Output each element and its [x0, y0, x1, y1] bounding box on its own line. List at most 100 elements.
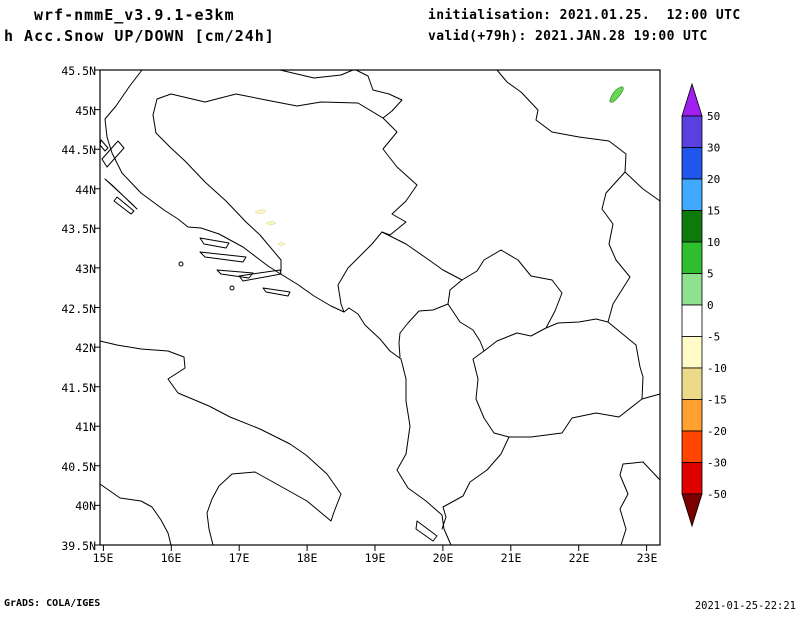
lat-tick-label: 41N [75, 420, 96, 434]
coastline-italy-adriatic [99, 340, 342, 546]
border-bosnia-north-west [152, 93, 384, 272]
colorbar-tick-label: -15 [707, 394, 727, 407]
init-time: initialisation: 2021.01.25. 12:00 UTC [428, 8, 741, 23]
colorbar-segment [681, 399, 703, 432]
country-borders [152, 69, 661, 530]
colorbar-below-min [681, 493, 703, 528]
lon-tick-label: 18E [296, 551, 318, 565]
island-corfu [415, 520, 438, 542]
island-mljet [262, 287, 291, 297]
lon-tick-label: 22E [568, 551, 590, 565]
colorbar-tick-label: -5 [707, 331, 720, 344]
lat-tick-label: 41.5N [61, 381, 96, 395]
colorbar-tick-label: 10 [707, 236, 720, 249]
colorbar-tick-label: -10 [707, 362, 727, 375]
border-macedonia-bulgaria [607, 321, 644, 400]
valid-time: valid(+79h): 2021.JAN.28 19:00 UTC [428, 29, 708, 44]
border-montenegro-serbia [381, 231, 463, 281]
lon-tick-label: 15E [92, 551, 114, 565]
island-korcula [216, 269, 254, 279]
coastline-east-adriatic [104, 69, 452, 546]
border-bosnia-drina [381, 117, 418, 236]
colorbar-segment [681, 462, 703, 495]
lat-tick-label: 45N [75, 104, 96, 118]
lon-tick-label: 23E [636, 551, 658, 565]
colorbar-tick-label: 5 [707, 268, 714, 281]
colorbar-tick-label: 30 [707, 142, 720, 155]
colorbar-segment [681, 210, 703, 243]
lat-tick-label: 39.5N [61, 539, 96, 553]
border-greece-bulgaria [641, 393, 661, 400]
islands [99, 139, 438, 542]
border-croatia-hungary [279, 69, 354, 79]
coastlines [99, 69, 661, 546]
lat-tick-label: 43N [75, 262, 96, 276]
snowmelt-spot [254, 209, 267, 214]
border-croatia-serbia [355, 69, 403, 119]
border-serbia-macedonia [545, 318, 609, 329]
snow-accumulation-spot [609, 86, 624, 103]
axis-ticks-bottom [102, 545, 648, 551]
colorbar-tick-label: 50 [707, 110, 720, 123]
border-romania-bulgaria [624, 171, 661, 202]
colorbar-tick-label: 0 [707, 299, 714, 312]
island-lastovo [229, 285, 235, 291]
colorbar-segment [681, 147, 703, 180]
colorbar-segment [681, 336, 703, 369]
colorbar-segment [681, 178, 703, 211]
lon-tick-label: 20E [432, 551, 454, 565]
lon-tick-label: 16E [160, 551, 182, 565]
lat-tick-label: 44N [75, 183, 96, 197]
lat-tick-label: 40.5N [61, 460, 96, 474]
border-kosovo [447, 249, 563, 352]
border-montenegro-albania [398, 303, 449, 358]
colorbar-segment [681, 241, 703, 274]
creation-timestamp: 2021-01-25-22:21 [694, 600, 796, 612]
colorbar-segment [681, 115, 703, 148]
border-bosnia-montenegro [337, 231, 383, 313]
colorbar-segment [681, 430, 703, 463]
lon-tick-label: 21E [500, 551, 522, 565]
island-cres [99, 139, 109, 152]
plot-frame [99, 69, 661, 546]
snowmelt-spot [265, 221, 277, 226]
island-brac [199, 237, 230, 249]
island-dugi-otok [104, 178, 138, 210]
island-kornati [113, 196, 135, 215]
colorbar-segment [681, 304, 703, 337]
lat-tick-label: 43.5N [61, 222, 96, 236]
colorbar-segment [681, 367, 703, 400]
border-montenegro-kosovo [447, 279, 463, 305]
border-serbia-romania-bulgaria [496, 69, 631, 323]
lat-tick-label: 44.5N [61, 143, 96, 157]
snow-data-spots [254, 86, 624, 246]
map-canvas [94, 69, 661, 551]
colorbar-tick-label: -30 [707, 457, 727, 470]
axis-ticks-left [94, 69, 100, 546]
coastline-italy-west [99, 483, 172, 546]
border-albania-greece [441, 436, 510, 530]
model-title: wrf-nmmE_v3.9.1-e3km [34, 6, 235, 24]
colorbar-tick-label: -50 [707, 488, 727, 501]
island-pag [101, 140, 125, 168]
colorbar-segment [681, 273, 703, 306]
coastline-greece-aegean [619, 461, 661, 546]
grads-credit: GrADS: COLA/IGES [4, 598, 101, 609]
lon-tick-label: 19E [364, 551, 386, 565]
lon-tick-label: 17E [228, 551, 250, 565]
lat-tick-label: 45.5N [61, 64, 96, 78]
snowmelt-spot [277, 242, 286, 246]
border-macedonia-greece [508, 398, 643, 438]
colorbar-above-max [681, 82, 703, 117]
colorbar: 50 30 20 15 10 5 0 -5 -10 -15 -20 -30 -5… [681, 82, 727, 528]
island-hvar [199, 251, 247, 263]
lat-tick-label: 42N [75, 341, 96, 355]
border-macedonia-albania [472, 350, 510, 438]
colorbar-tick-label: 15 [707, 205, 720, 218]
island-vis [178, 261, 184, 267]
peninsula-peljesac [238, 269, 282, 282]
colorbar-tick-label: 20 [707, 173, 720, 186]
colorbar-tick-label: -20 [707, 425, 727, 438]
lat-tick-label: 42.5N [61, 302, 96, 316]
